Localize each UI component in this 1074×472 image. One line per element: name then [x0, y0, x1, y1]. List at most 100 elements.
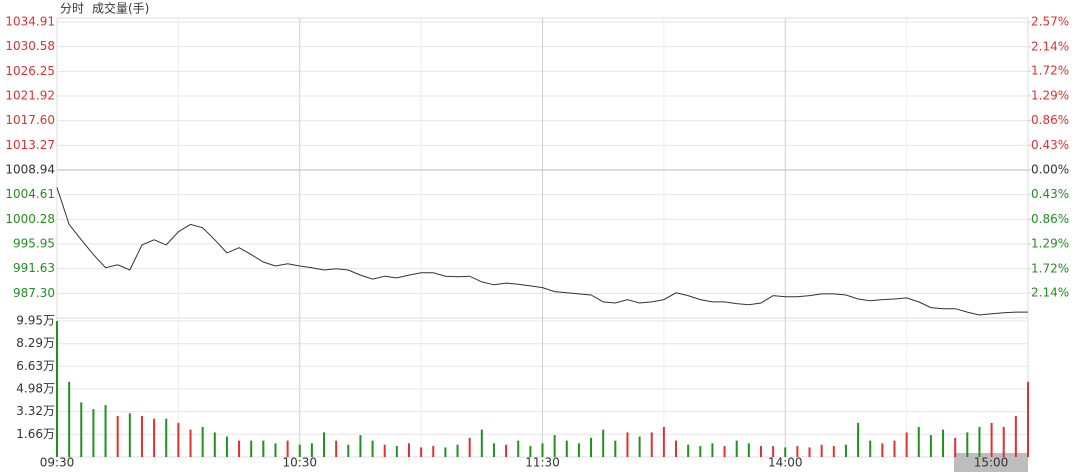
- volume-bar: [432, 446, 435, 457]
- volume-bar: [68, 381, 71, 457]
- volume-bar: [56, 321, 58, 457]
- volume-bar: [917, 426, 920, 457]
- volume-bar: [104, 405, 107, 457]
- volume-bar: [262, 440, 265, 457]
- volume-bar: [213, 432, 216, 457]
- y-tick-label: 995.95: [13, 237, 55, 251]
- volume-bar: [905, 432, 908, 457]
- volume-bar: [759, 446, 762, 457]
- y-tick-label: 1004.61: [5, 187, 55, 201]
- volume-bar: [480, 429, 483, 457]
- y2-tick-label: 0.00%: [1031, 163, 1069, 177]
- volume-bar: [966, 432, 969, 457]
- volume-bar: [128, 413, 131, 457]
- volume-bar: [383, 444, 386, 457]
- volume-bar: [517, 440, 520, 457]
- volume-bar: [359, 435, 362, 457]
- y2-tick-label: 0.43%: [1031, 138, 1069, 152]
- volume-bar: [153, 418, 156, 457]
- x-tick-label: 09:30: [40, 456, 75, 470]
- y-tick-label: 1030.58: [5, 39, 55, 53]
- x-tick-label: 11:30: [525, 456, 560, 470]
- volume-bar: [420, 447, 423, 457]
- y-tick-label: 8.29万: [16, 336, 55, 350]
- volume-bar: [978, 426, 981, 457]
- y2-tick-label: 2.57%: [1031, 15, 1069, 29]
- y2-tick-label: 0.86%: [1031, 212, 1069, 226]
- volume-bar: [323, 432, 326, 457]
- y2-tick-label: 1.29%: [1031, 88, 1069, 102]
- y-tick-label: 6.63万: [16, 359, 55, 373]
- volume-bar: [893, 440, 896, 457]
- y2-tick-label: 2.14%: [1031, 286, 1069, 300]
- chart-title: 分时: [60, 2, 84, 16]
- volume-bar: [225, 436, 228, 457]
- volume-bar: [201, 426, 204, 457]
- y-tick-label: 4.98万: [16, 381, 55, 395]
- volume-bar: [687, 444, 690, 457]
- x-tick-label: 15:00: [974, 456, 1009, 470]
- volume-bar: [929, 435, 932, 457]
- volume-bar: [335, 440, 338, 457]
- volume-bar: [286, 440, 289, 457]
- volume-bar: [662, 426, 665, 457]
- volume-bar: [529, 446, 532, 457]
- volume-bar: [650, 432, 653, 457]
- y2-tick-label: 1.72%: [1031, 261, 1069, 275]
- volume-bar: [820, 444, 823, 457]
- volume-bar: [832, 446, 835, 457]
- volume-title: 成交量(手): [92, 1, 149, 16]
- volume-bar: [565, 440, 568, 457]
- volume-bar: [638, 436, 641, 457]
- volume-bar: [541, 443, 544, 457]
- volume-bar: [577, 443, 580, 457]
- volume-bar: [772, 446, 775, 457]
- y2-tick-label: 0.43%: [1031, 187, 1069, 201]
- volume-bar: [784, 447, 787, 457]
- y-tick-label: 987.30: [13, 286, 55, 300]
- y2-tick-label: 1.29%: [1031, 237, 1069, 251]
- volume-bar: [954, 437, 957, 457]
- volume-bar: [626, 432, 629, 457]
- y-tick-label: 1026.25: [5, 64, 55, 78]
- cursor-box: [954, 453, 1028, 472]
- volume-bar: [140, 415, 143, 457]
- y2-tick-label: 2.14%: [1031, 39, 1069, 53]
- volume-bar: [189, 429, 192, 457]
- y-tick-label: 1.66万: [16, 427, 55, 441]
- y-tick-label: 1013.27: [5, 138, 55, 152]
- volume-bar: [298, 444, 301, 457]
- volume-bar: [395, 446, 398, 457]
- volume-bar: [492, 443, 495, 457]
- y-tick-label: 1017.60: [5, 113, 55, 127]
- volume-bar: [92, 409, 95, 457]
- volume-bar: [444, 447, 447, 457]
- y-tick-label: 1034.91: [5, 15, 55, 29]
- volume-bar: [881, 443, 884, 457]
- volume-bar: [942, 429, 945, 457]
- volume-bar: [1027, 381, 1029, 457]
- x-tick-label: 10:30: [282, 456, 317, 470]
- y-tick-label: 991.63: [13, 261, 55, 275]
- y-tick-label: 3.32万: [16, 404, 55, 418]
- volume-bar: [371, 440, 374, 457]
- volume-bar: [869, 440, 872, 457]
- volume-bar: [553, 435, 556, 457]
- volume-bar: [456, 444, 459, 457]
- volume-bar: [116, 415, 119, 457]
- volume-bar: [274, 443, 277, 457]
- volume-bar: [602, 429, 605, 457]
- y2-tick-label: 0.86%: [1031, 113, 1069, 127]
- volume-bar: [723, 446, 726, 457]
- y-tick-label: 1000.28: [5, 212, 55, 226]
- volume-bar: [1014, 415, 1017, 457]
- volume-bar: [844, 444, 847, 457]
- volume-bar: [614, 440, 617, 457]
- volume-bar: [80, 402, 83, 457]
- y2-tick-label: 1.72%: [1031, 64, 1069, 78]
- x-tick-label: 14:00: [768, 456, 803, 470]
- volume-bar: [747, 443, 750, 457]
- y-tick-label: 9.95万: [16, 314, 55, 328]
- volume-bar: [165, 418, 168, 457]
